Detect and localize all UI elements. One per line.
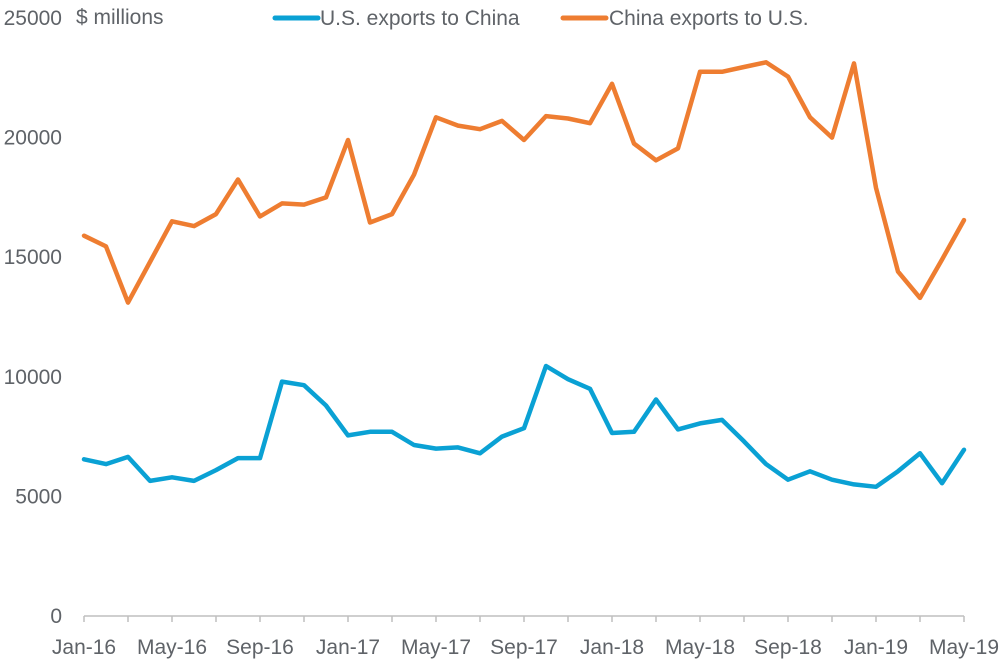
y-tick-label: 15000 xyxy=(4,246,62,269)
x-tick-label: Jan-17 xyxy=(316,636,380,659)
x-tick-label: May-19 xyxy=(929,636,999,659)
x-tick-label: Jan-16 xyxy=(52,636,116,659)
x-axis-ticks xyxy=(83,616,965,622)
x-tick-label: Sep-16 xyxy=(226,636,294,659)
legend-label-us-exports: U.S. exports to China xyxy=(320,7,520,30)
legend: U.S. exports to China China exports to U… xyxy=(272,7,809,30)
x-tick-label: Sep-17 xyxy=(490,636,558,659)
y-axis: 0 5000 10000 15000 20000 25000 xyxy=(4,7,62,628)
x-tick-label: Sep-18 xyxy=(754,636,822,659)
legend-label-china-exports: China exports to U.S. xyxy=(609,7,809,30)
y-axis-unit-label: $ millions xyxy=(76,6,164,29)
y-tick-label: 25000 xyxy=(4,7,62,30)
x-tick-label: May-16 xyxy=(137,636,207,659)
y-tick-label: 10000 xyxy=(4,366,62,389)
series-lines xyxy=(81,60,967,490)
x-tick-label: Jan-18 xyxy=(580,636,644,659)
y-tick-label: 20000 xyxy=(4,127,62,150)
y-tick-label: 0 xyxy=(50,605,62,628)
x-tick-label: May-18 xyxy=(665,636,735,659)
x-tick-label: May-17 xyxy=(401,636,471,659)
x-tick-label: Jan-19 xyxy=(844,636,908,659)
series-line-china-exports xyxy=(81,60,967,305)
x-axis-labels: Jan-16 May-16 Sep-16 Jan-17 May-17 Sep-17 Jan-… xyxy=(52,636,999,659)
series-line-us-exports xyxy=(81,363,967,490)
y-tick-label: 5000 xyxy=(15,485,62,508)
